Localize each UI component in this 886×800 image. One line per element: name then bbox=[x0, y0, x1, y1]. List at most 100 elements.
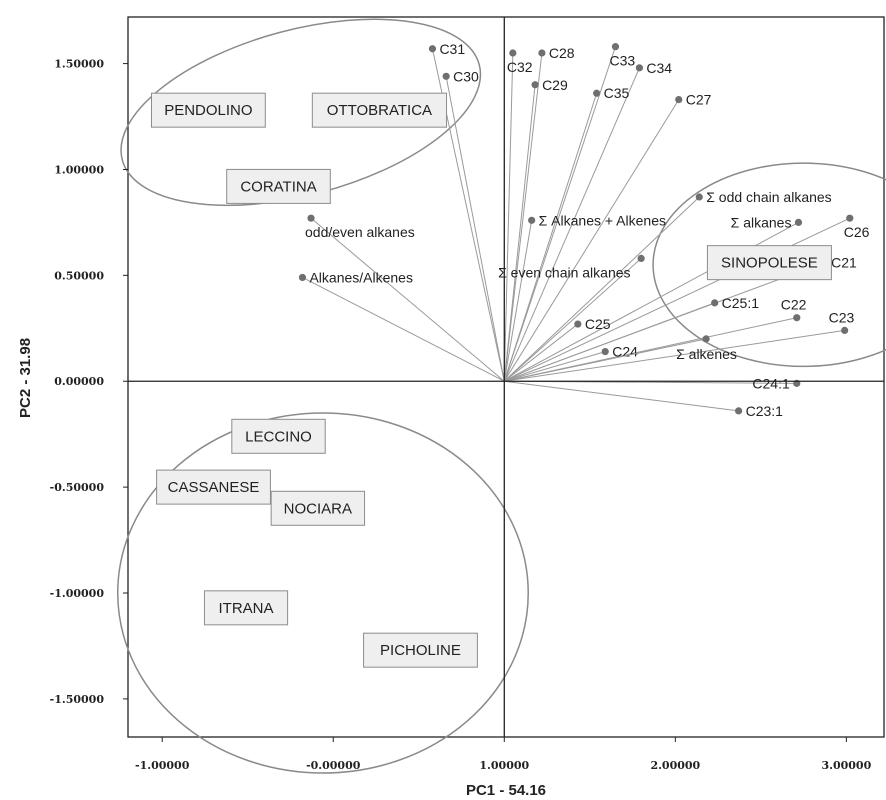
group-label-leccino: LECCINO bbox=[245, 428, 312, 445]
loading-point-c23 bbox=[841, 326, 849, 335]
loading-vector-alkanes-alkenes bbox=[302, 277, 505, 382]
x-tick-label: -0.00000 bbox=[306, 759, 361, 772]
group-box-picholine bbox=[363, 632, 478, 668]
x-tick-label: -1.00000 bbox=[135, 759, 190, 772]
loading-point-c25-1 bbox=[711, 299, 719, 307]
loading-vector-c29 bbox=[503, 84, 536, 382]
loading-point-c31 bbox=[428, 45, 437, 53]
loading-label-alkanes-alkenes: Alkanes/Alkenes bbox=[309, 269, 413, 285]
loading-vector-c23 bbox=[504, 329, 845, 382]
loading-label-even-chain-alkanes: Σ even chain alkanes bbox=[498, 264, 630, 280]
y-tick-label: -1.00000 bbox=[50, 587, 105, 600]
cluster-ellipse-3 bbox=[116, 412, 529, 774]
x-tick-label: 2.00000 bbox=[650, 759, 700, 772]
group-label-itrana: ITRANA bbox=[219, 600, 274, 617]
loading-label-c29: C29 bbox=[542, 77, 568, 93]
loading-label-c28: C28 bbox=[549, 45, 575, 61]
loading-label-c25: C25 bbox=[585, 316, 611, 332]
loading-point-c26 bbox=[846, 214, 854, 222]
loading-point-c29 bbox=[531, 81, 539, 89]
loading-vector-c25-1 bbox=[504, 302, 715, 382]
y-tick-label: -1.50000 bbox=[50, 693, 105, 706]
y-axis-title: PC2 - 31.98 bbox=[17, 338, 34, 418]
loading-point-odd-chain-alkanes bbox=[695, 193, 703, 201]
x-tick-label: 1.00000 bbox=[479, 759, 529, 772]
loading-point-alkanes-alkenes bbox=[298, 273, 307, 282]
loading-label-alkanes: Σ alkanes bbox=[731, 214, 792, 230]
loading-point-c24 bbox=[601, 347, 609, 356]
group-box-cassanese bbox=[156, 469, 271, 505]
loading-vector-c27 bbox=[503, 99, 680, 382]
loading-label-c22: C22 bbox=[781, 297, 807, 313]
loading-point-odd-even-alkanes bbox=[307, 214, 315, 222]
loading-label-odd-chain-alkanes: Σ odd chain alkanes bbox=[706, 189, 831, 205]
loading-vector-c33 bbox=[503, 46, 616, 382]
y-tick-label: 0.00000 bbox=[54, 375, 104, 388]
loading-point-c25 bbox=[574, 320, 582, 328]
loading-label-c26: C26 bbox=[844, 224, 870, 240]
loading-vector-odd-chain-alkanes bbox=[503, 196, 700, 382]
group-label-cassanese: CASSANESE bbox=[168, 479, 260, 496]
loading-point-c22 bbox=[793, 314, 801, 322]
group-label-pendolino: PENDOLINO bbox=[164, 102, 252, 119]
loading-point-c35 bbox=[593, 89, 601, 97]
loading-point-c27 bbox=[675, 95, 683, 104]
loading-label-odd-even-alkanes: odd/even alkanes bbox=[305, 224, 415, 240]
group-box-itrana bbox=[203, 590, 289, 626]
cluster-ellipse-2 bbox=[652, 162, 886, 368]
loading-vector-c24 bbox=[504, 351, 606, 382]
y-tick-label: 0.50000 bbox=[54, 269, 104, 282]
loading-label-c25-1: C25:1 bbox=[722, 295, 760, 311]
loading-point-c28 bbox=[538, 49, 546, 57]
group-box-nociara bbox=[270, 490, 366, 526]
y-tick-label: -0.50000 bbox=[50, 481, 105, 494]
loading-vector-alkenes bbox=[504, 338, 707, 382]
loading-vector-c30 bbox=[445, 76, 505, 382]
loading-point-c32 bbox=[509, 49, 517, 57]
loading-label-c24: C24 bbox=[612, 344, 638, 360]
loading-label-c23: C23 bbox=[829, 309, 855, 325]
x-tick-label: 3.00000 bbox=[821, 759, 871, 772]
group-box-pendolino bbox=[150, 92, 266, 128]
loading-vector-alkanes-alkenes bbox=[503, 220, 533, 382]
loading-vector-c34 bbox=[503, 67, 640, 382]
loading-label-c35: C35 bbox=[604, 85, 630, 101]
group-box-sinopolese bbox=[706, 245, 832, 281]
x-axis-title: PC1 - 54.16 bbox=[466, 782, 546, 799]
group-box-leccino bbox=[231, 418, 326, 454]
loading-label-c21: C21 bbox=[831, 255, 857, 271]
loading-point-c33 bbox=[611, 43, 620, 51]
group-label-picholine: PICHOLINE bbox=[380, 642, 461, 659]
loading-vector-c32 bbox=[503, 52, 514, 382]
group-label-coratina: CORATINA bbox=[240, 178, 316, 195]
loading-vector-odd-even-alkanes bbox=[310, 217, 505, 382]
loading-point-c34 bbox=[635, 64, 644, 72]
loading-label-c31: C31 bbox=[439, 41, 465, 57]
loading-vector-c23-1 bbox=[504, 380, 739, 412]
group-label-nociara: NOCIARA bbox=[284, 500, 352, 517]
loading-label-c24-1: C24:1 bbox=[752, 375, 790, 391]
loading-label-alkenes: Σ alkenes bbox=[676, 346, 737, 362]
loading-label-c30: C30 bbox=[453, 68, 479, 84]
loading-label-c27: C27 bbox=[686, 92, 712, 108]
y-tick-label: 1.50000 bbox=[54, 58, 104, 71]
loading-vector-c35 bbox=[503, 93, 598, 382]
loading-label-alkanes-alkenes: Σ Alkanes + Alkenes bbox=[539, 212, 666, 228]
plot-frame bbox=[127, 16, 885, 738]
y-tick-label: 1.00000 bbox=[54, 163, 104, 176]
loading-label-c33: C33 bbox=[609, 53, 635, 69]
loading-point-c30 bbox=[442, 72, 450, 80]
loading-point-c23-1 bbox=[735, 407, 743, 415]
loading-point-alkenes bbox=[702, 335, 710, 343]
group-box-coratina bbox=[226, 168, 331, 204]
loading-point-alkanes bbox=[794, 218, 803, 227]
loading-point-even-chain-alkanes bbox=[637, 254, 645, 263]
loading-vector-c28 bbox=[503, 52, 543, 382]
group-label-sinopolese: SINOPOLESE bbox=[721, 255, 818, 272]
loading-label-c32: C32 bbox=[507, 59, 533, 75]
loading-label-c23-1: C23:1 bbox=[746, 403, 784, 419]
loading-point-alkanes-alkenes bbox=[528, 216, 536, 224]
group-box-ottobratica bbox=[311, 92, 448, 128]
group-label-ottobratica: OTTOBRATICA bbox=[327, 102, 432, 119]
